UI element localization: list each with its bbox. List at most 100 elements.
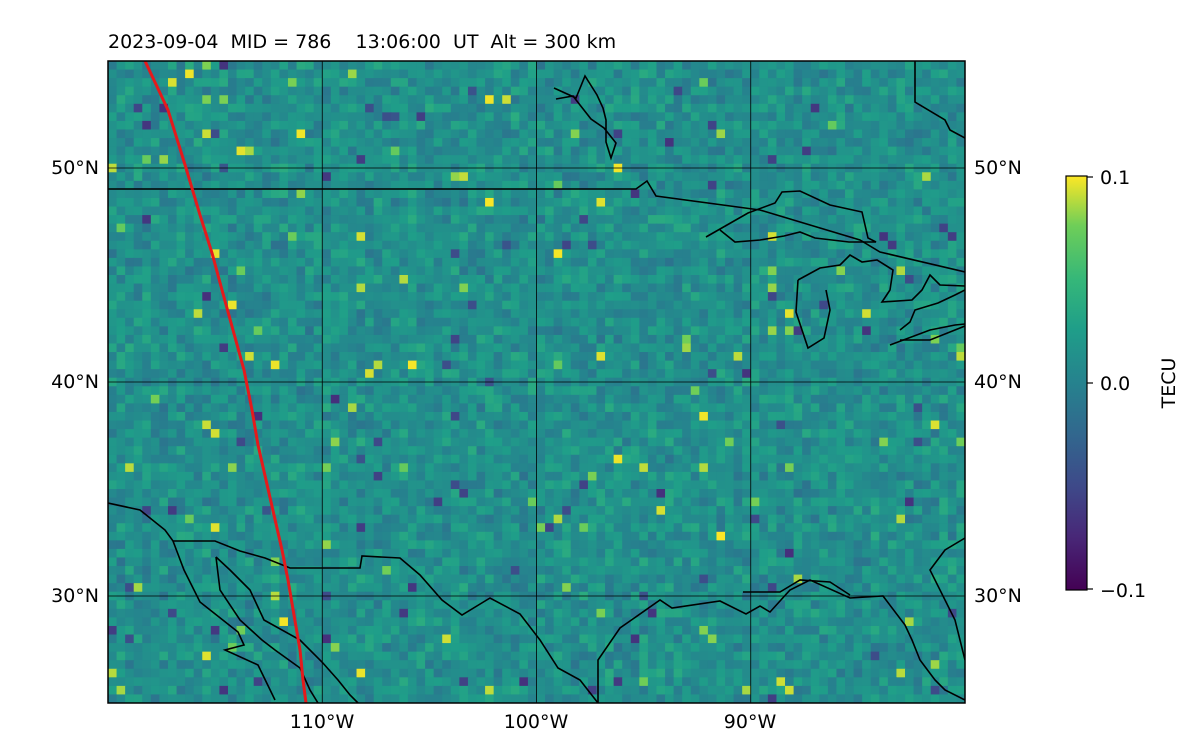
tec-cell — [442, 223, 452, 233]
tec-cell — [125, 309, 135, 319]
tec-cell — [853, 352, 863, 362]
tec-cell — [425, 283, 435, 293]
tec-cell — [956, 283, 965, 293]
tec-cell — [527, 69, 538, 79]
tec-cell — [502, 103, 512, 113]
tec-cell — [219, 78, 229, 88]
tec-cell — [270, 352, 280, 362]
tec-cell — [862, 437, 872, 447]
tec-cell — [236, 189, 246, 199]
tec-cell — [459, 172, 469, 182]
tec-cell — [690, 292, 700, 302]
tec-cell — [579, 454, 589, 464]
tec-cell — [527, 249, 538, 259]
tec-cell — [879, 257, 889, 268]
tec-cell — [622, 103, 632, 113]
tec-cell — [373, 471, 383, 482]
tec-cell — [622, 180, 632, 190]
tec-cell — [527, 411, 538, 422]
tec-cell — [613, 309, 623, 319]
tec-cell — [425, 471, 435, 482]
tec-cell — [622, 360, 632, 370]
tec-cell — [202, 429, 212, 439]
tec-cell — [913, 172, 923, 182]
tec-cell — [922, 86, 932, 96]
tec-cell — [399, 480, 409, 490]
tec-cell — [193, 317, 203, 327]
tec-cell — [947, 69, 958, 79]
tec-cell — [322, 86, 332, 96]
tec-cell — [639, 189, 649, 199]
tec-cell — [767, 429, 778, 439]
tec-cell — [733, 189, 743, 199]
tec-cell — [467, 283, 478, 293]
tec-cell — [725, 480, 735, 490]
tec-cell — [185, 352, 195, 362]
tec-cell — [382, 360, 392, 370]
tec-cell — [185, 120, 195, 131]
tec-cell — [759, 223, 769, 233]
tec-cell — [270, 206, 280, 216]
tec-cell — [150, 343, 161, 353]
tec-cell — [682, 206, 692, 216]
tec-cell — [356, 411, 366, 422]
tec-cell — [416, 86, 426, 96]
tec-cell — [159, 309, 169, 319]
tec-cell — [502, 394, 512, 404]
tec-cell — [185, 463, 195, 473]
tec-cell — [416, 352, 426, 362]
tec-cell — [613, 352, 623, 362]
tec-cell — [759, 454, 769, 464]
tec-cell — [510, 275, 520, 285]
tec-cell — [553, 394, 563, 404]
tec-cell — [382, 189, 392, 199]
tec-cell — [227, 61, 238, 71]
tec-cell — [887, 78, 898, 88]
tec-cell — [330, 215, 340, 225]
tec-cell — [322, 386, 332, 396]
tec-cell — [373, 61, 383, 71]
tec-cell — [759, 257, 769, 268]
tec-cell — [639, 317, 649, 327]
tec-cell — [485, 429, 495, 439]
tec-cell — [690, 180, 700, 190]
tec-cell — [510, 343, 520, 353]
tec-cell — [382, 386, 392, 396]
tec-cell — [742, 429, 752, 439]
tec-cell — [150, 437, 161, 447]
tec-cell — [407, 403, 418, 413]
tec-cell — [493, 463, 503, 473]
tec-cell — [425, 129, 435, 139]
tec-cell — [887, 352, 898, 362]
tec-cell — [725, 454, 735, 464]
tec-cell — [545, 275, 555, 285]
tec-cell — [202, 420, 212, 430]
tec-cell — [656, 454, 666, 464]
tec-cell — [279, 78, 289, 88]
tec-cell — [870, 240, 880, 250]
tec-cell — [819, 480, 829, 490]
tec-cell — [296, 197, 306, 208]
tec-cell — [133, 463, 143, 473]
tec-cell — [519, 292, 529, 302]
tec-cell — [176, 334, 186, 345]
tec-cell — [947, 95, 958, 105]
tec-cell — [485, 215, 495, 225]
tec-cell — [639, 197, 649, 208]
tec-cell — [527, 352, 538, 362]
tec-cell — [613, 240, 623, 250]
tec-cell — [279, 446, 289, 456]
tec-cell — [707, 343, 718, 353]
tec-cell — [262, 69, 272, 79]
tec-cell — [733, 275, 743, 285]
tec-cell — [193, 386, 203, 396]
tec-cell — [673, 78, 683, 88]
tec-cell — [699, 86, 709, 96]
tec-cell — [193, 189, 203, 199]
tec-cell — [647, 343, 658, 353]
tec-cell — [896, 437, 906, 447]
tec-cell — [425, 309, 435, 319]
tec-cell — [665, 300, 675, 310]
tec-cell — [802, 463, 812, 473]
tec-cell — [116, 61, 126, 71]
